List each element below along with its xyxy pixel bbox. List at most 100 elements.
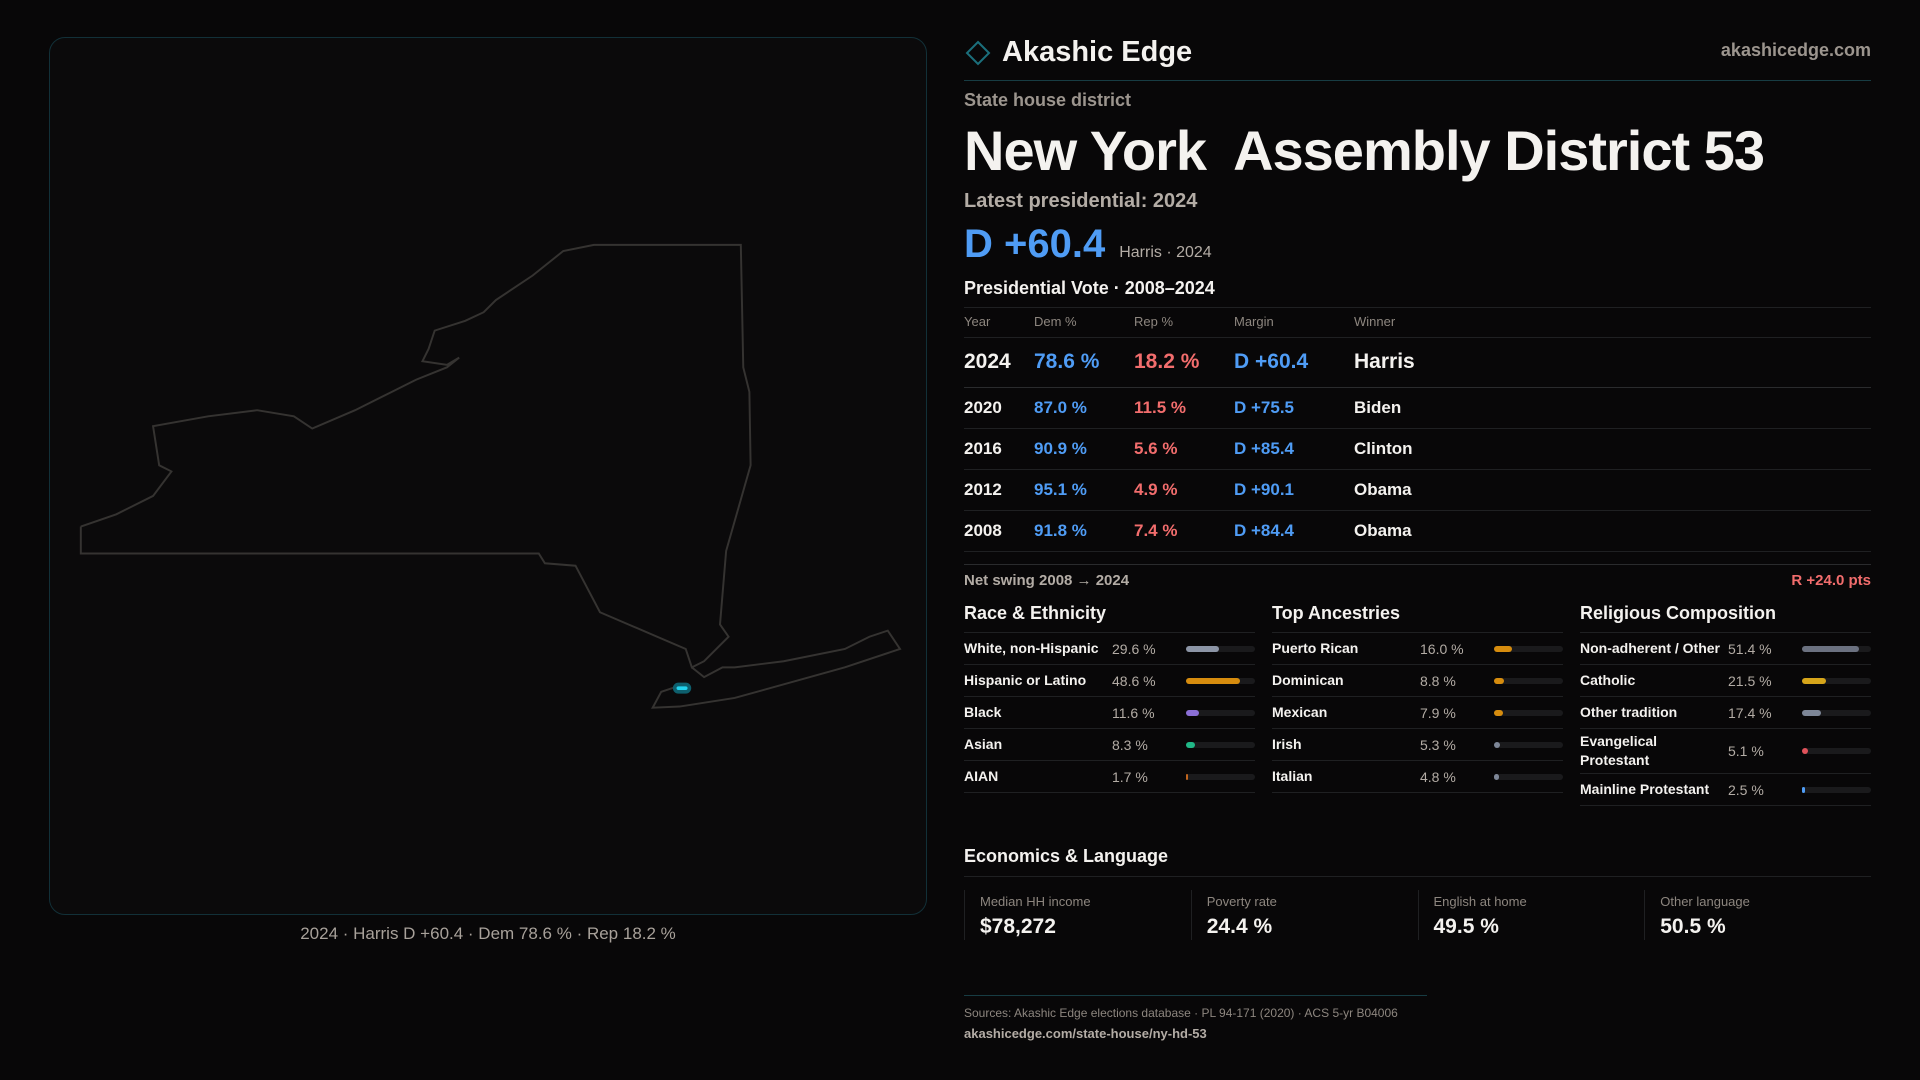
economics-cards: Median HH income $78,272 Poverty rate 24.4 … bbox=[964, 890, 1871, 940]
demographics: Race & Ethnicity White, non-Hispanic 29.6 … bbox=[964, 603, 1871, 806]
sources: Sources: Akashic Edge elections database… bbox=[964, 1006, 1398, 1020]
stat-card: Poverty rate 24.4 % bbox=[1190, 890, 1418, 940]
row-percent: 7.9 % bbox=[1420, 704, 1456, 721]
vote-row: 2012 95.1 % 4.9 % D +90.1 Obama bbox=[964, 469, 1871, 511]
vote-cell: Clinton bbox=[1354, 428, 1871, 470]
vote-cell: 2008 bbox=[964, 510, 1034, 552]
demographic-row: Italian 4.8 % bbox=[1272, 761, 1563, 793]
net-swing-label: Net swing 2008 → 2024 bbox=[964, 572, 1130, 589]
vote-cell: 78.6 % bbox=[1034, 337, 1134, 388]
vote-cell: 11.5 % bbox=[1134, 387, 1234, 429]
stat-label: Poverty rate bbox=[1206, 894, 1277, 909]
stat-card: English at home 49.5 % bbox=[1417, 890, 1645, 940]
vote-cell: Obama bbox=[1354, 469, 1871, 511]
vote-cell: D +90.1 bbox=[1234, 469, 1354, 511]
map-panel[interactable] bbox=[49, 37, 927, 915]
diamond-logo-icon bbox=[965, 40, 991, 65]
bar-track bbox=[1802, 677, 1871, 684]
footer-divider bbox=[964, 995, 1427, 996]
page-url[interactable]: akashicedge.com/state-house/ny-hd-53 bbox=[964, 1026, 1207, 1041]
demographic-row: White, non-Hispanic 29.6 % bbox=[964, 633, 1255, 665]
state-outline bbox=[79, 243, 752, 669]
row-label: Other tradition bbox=[1580, 704, 1678, 720]
header-divider bbox=[964, 80, 1871, 81]
bar-track bbox=[1494, 645, 1563, 652]
demographic-row: AIAN 1.7 % bbox=[964, 761, 1255, 793]
bar-fill bbox=[1494, 741, 1500, 748]
brand-logo[interactable]: Akashic Edge bbox=[964, 36, 1871, 69]
bar-fill bbox=[1802, 748, 1808, 754]
bar-track bbox=[1494, 741, 1563, 748]
vote-header-row: Year Dem % Rep % Margin Winner bbox=[964, 307, 1871, 338]
section-title: Religious Composition bbox=[1580, 603, 1871, 633]
stat-label: English at home bbox=[1433, 894, 1527, 909]
map-caption: 2024 · Harris D +60.4 · Dem 78.6 % · Rep… bbox=[300, 924, 676, 943]
vote-table: Year Dem % Rep % Margin Winner 2024 78.6 % 18.2… bbox=[964, 307, 1871, 552]
row-label: Puerto Rican bbox=[1272, 640, 1359, 656]
demographic-row: Catholic 21.5 % bbox=[1580, 665, 1871, 697]
row-label: White, non-Hispanic bbox=[964, 640, 1099, 656]
district-highlight[interactable] bbox=[672, 682, 692, 694]
row-percent: 2.5 % bbox=[1728, 781, 1764, 798]
bar-fill bbox=[1186, 709, 1199, 716]
row-percent: 4.8 % bbox=[1420, 768, 1456, 785]
stat-value: $78,272 bbox=[980, 915, 1056, 938]
vote-cell: D +60.4 bbox=[1234, 337, 1354, 388]
column-header: Margin bbox=[1234, 307, 1354, 338]
stat-value: 49.5 % bbox=[1433, 915, 1499, 938]
vote-title: Presidential Vote · 2008–2024 bbox=[964, 278, 1215, 298]
bar-fill bbox=[1186, 677, 1240, 684]
section-title: Race & Ethnicity bbox=[964, 603, 1255, 633]
row-label: Dominican bbox=[1272, 672, 1344, 688]
vote-cell: D +84.4 bbox=[1234, 510, 1354, 552]
latest-presidential: Latest presidential: 2024 bbox=[964, 190, 1198, 212]
demographic-row: Hispanic or Latino 48.6 % bbox=[964, 665, 1255, 697]
site-link[interactable]: akashicedge.com bbox=[1720, 40, 1871, 60]
demographic-section: Race & Ethnicity White, non-Hispanic 29.6 … bbox=[964, 603, 1255, 806]
demographic-row: Evangelical Protestant 5.1 % bbox=[1580, 729, 1871, 774]
row-percent: 5.1 % bbox=[1728, 743, 1764, 759]
section-title: Top Ancestries bbox=[1272, 603, 1563, 633]
economics-title: Economics & Language bbox=[964, 846, 1169, 866]
vote-cell: 90.9 % bbox=[1034, 428, 1134, 470]
row-percent: 16.0 % bbox=[1420, 640, 1464, 657]
stat-card: Other language 50.5 % bbox=[1644, 890, 1871, 940]
bar-track bbox=[1186, 677, 1255, 684]
row-label: Mexican bbox=[1272, 704, 1328, 720]
vote-row: 2016 90.9 % 5.6 % D +85.4 Clinton bbox=[964, 428, 1871, 470]
vote-cell: 2012 bbox=[964, 469, 1034, 511]
row-percent: 5.3 % bbox=[1420, 736, 1456, 753]
bar-track bbox=[1802, 709, 1871, 716]
vote-cell: 4.9 % bbox=[1134, 469, 1234, 511]
row-label: Mainline Protestant bbox=[1580, 781, 1710, 797]
vote-cell: 95.1 % bbox=[1034, 469, 1134, 511]
bar-fill bbox=[1186, 645, 1219, 652]
row-percent: 8.3 % bbox=[1112, 736, 1148, 753]
page-title: New York Assembly District 53 bbox=[964, 119, 1765, 182]
vote-row: 2024 78.6 % 18.2 % D +60.4 Harris bbox=[964, 337, 1871, 388]
bar-fill bbox=[1802, 677, 1826, 684]
demographic-row: Mexican 7.9 % bbox=[1272, 697, 1563, 729]
bar-track bbox=[1186, 773, 1255, 780]
demographic-row: Black 11.6 % bbox=[964, 697, 1255, 729]
bar-fill bbox=[1802, 645, 1859, 652]
divider bbox=[964, 564, 1871, 565]
bar-track bbox=[1186, 645, 1255, 652]
row-percent: 8.8 % bbox=[1420, 672, 1456, 689]
bar-track bbox=[1494, 709, 1563, 716]
bar-track bbox=[1494, 677, 1563, 684]
divider bbox=[964, 876, 1871, 877]
bar-track bbox=[1802, 748, 1871, 754]
vote-cell: 2016 bbox=[964, 428, 1034, 470]
column-header: Winner bbox=[1354, 307, 1871, 338]
demographic-row: Puerto Rican 16.0 % bbox=[1272, 633, 1563, 665]
net-swing-value: R +24.0 pts bbox=[1791, 572, 1871, 589]
stat-value: 24.4 % bbox=[1206, 915, 1273, 938]
bar-fill bbox=[1494, 677, 1504, 684]
vote-cell: 7.4 % bbox=[1134, 510, 1234, 552]
demographic-section: Religious Composition Non-adherent / Othe… bbox=[1580, 603, 1871, 806]
demographic-row: Other tradition 17.4 % bbox=[1580, 697, 1871, 729]
row-label: Black bbox=[964, 704, 1002, 720]
demographic-section: Top Ancestries Puerto Rican 16.0 % Dominica… bbox=[1272, 603, 1563, 806]
